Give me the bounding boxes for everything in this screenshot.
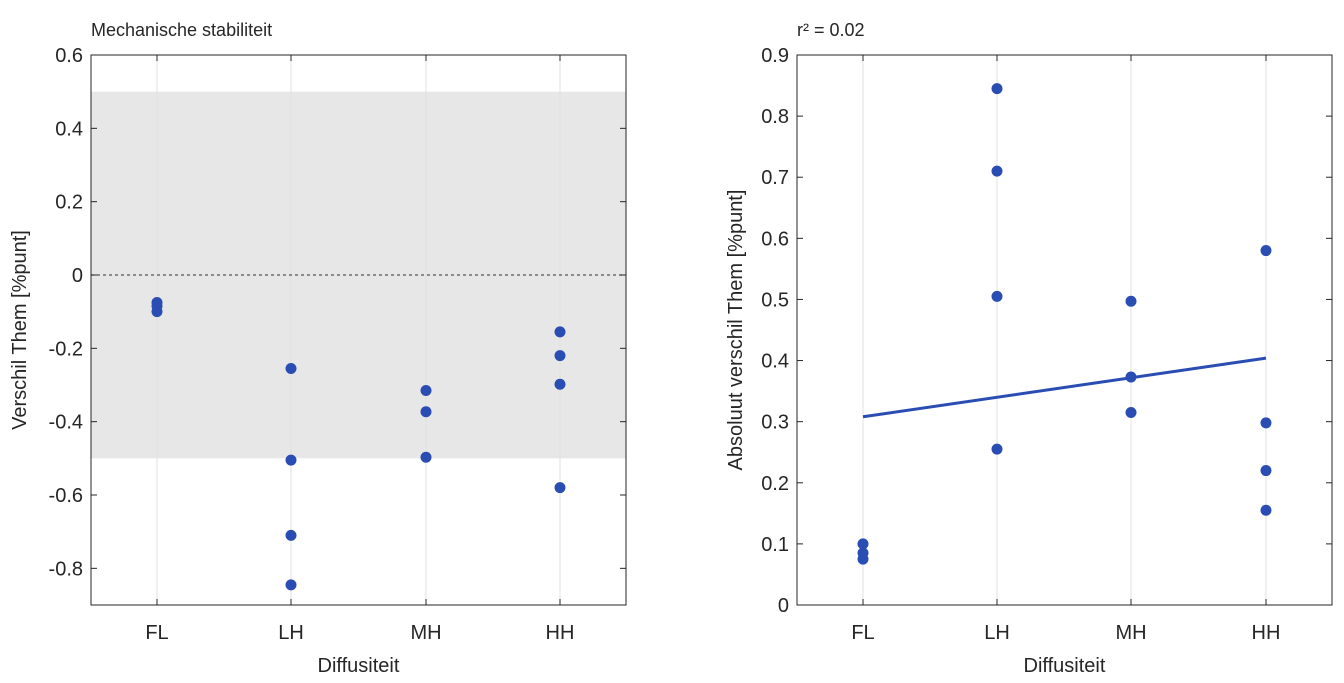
data-point [420,406,432,418]
data-point [991,443,1003,455]
y-tick-label: -0.6 [49,485,83,507]
data-point [1125,407,1137,418]
data-point [1260,465,1272,477]
x-tick-label-fl: FL [145,622,168,644]
x-tick-label-lh: LH [984,622,1010,644]
x-axis-label: Diffusiteit [1024,655,1106,677]
y-tick-label: 0.2 [761,473,789,495]
y-tick-label: -0.4 [49,412,83,434]
y-tick-label: 0.6 [761,228,789,250]
y-tick-label: 0.5 [761,289,789,311]
data-point [857,538,869,550]
y-tick-label: 0.9 [761,45,789,67]
y-tick-label: 0.1 [761,534,789,556]
y-tick-label: 0.7 [761,167,789,189]
y-tick-label: 0.8 [761,106,789,128]
x-tick-label-lh: LH [278,622,304,644]
y-axis-label: Verschil Them [%punt] [9,230,31,430]
chart-left: 0.6 0.4 0.2 0 -0.2 -0.4 -0.6 -0.8 FL LH MH HH Diffus… [9,20,627,677]
data-point [857,547,869,559]
data-point [285,529,297,541]
data-point [1125,295,1137,307]
regression-line [862,356,1267,419]
data-point [991,165,1003,177]
y-tick-label: 0.3 [761,412,789,434]
data-point [1260,245,1272,257]
data-point [285,579,297,591]
y-tick-label: 0 [72,265,83,287]
chart-title: r² = 0.02 [797,20,865,40]
y-tick-label: 0 [778,595,789,617]
data-point [554,482,566,494]
data-point [151,306,163,318]
data-point [1125,371,1137,383]
x-tick-label-hh: HH [1252,622,1281,644]
data-point [420,451,432,463]
y-tick-label: -0.2 [49,338,83,360]
data-point [991,290,1003,302]
x-tick-label-hh: HH [546,622,575,644]
data-point [1260,504,1272,516]
y-tick-label: 0.4 [761,351,789,373]
y-tick-label: 0.4 [55,118,83,140]
chart-title: Mechanische stabiliteit [91,20,272,40]
plot-area [797,55,1332,605]
data-point [554,378,566,390]
y-tick-label: 0.6 [55,45,83,67]
data-point [554,350,566,362]
data-point [554,326,566,338]
y-axis-label: Absoluut verschil Them [%punt] [725,190,747,471]
data-point [285,363,297,374]
axes-box [796,54,1333,606]
x-axis-label: Diffusiteit [318,655,400,677]
x-tick-label-mh: MH [410,622,441,644]
data-point [991,83,1003,95]
data-point [420,385,432,396]
axes-box [90,54,627,606]
x-tick-label-mh: MH [1115,622,1146,644]
data-point [285,454,297,466]
chart-right: 0.9 0.8 0.7 0.6 0.5 0.4 0.3 0.2 0.1 0 FL LH MH HH Diff… [725,20,1333,677]
x-tick-label-fl: FL [851,622,874,644]
data-point [1260,417,1272,429]
y-tick-label: -0.8 [49,558,83,580]
y-tick-label: 0.2 [55,192,83,214]
